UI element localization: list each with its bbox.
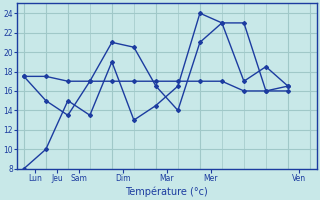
X-axis label: Température (°c): Température (°c) — [125, 186, 208, 197]
